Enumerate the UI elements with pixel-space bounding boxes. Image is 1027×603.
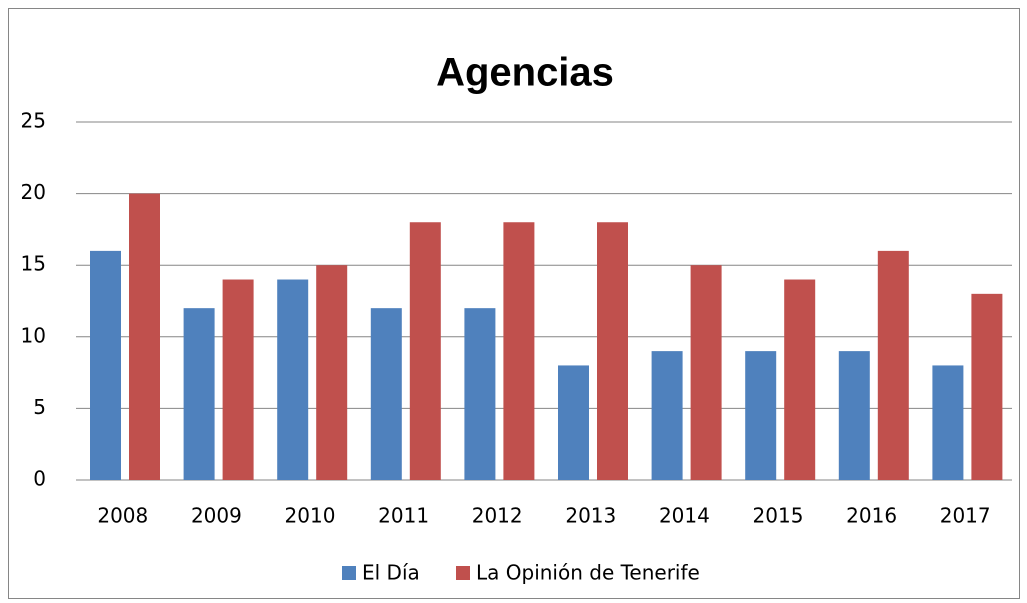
bar (464, 308, 496, 480)
x-tick-label: 2013 (565, 504, 616, 528)
x-tick-label: 2015 (753, 504, 804, 528)
legend-label: El Día (362, 561, 420, 585)
bar (838, 351, 870, 480)
bar (558, 365, 589, 480)
bar (222, 279, 254, 480)
y-tick-label: 10 (21, 323, 46, 347)
bar (183, 308, 215, 480)
bar (932, 365, 964, 480)
bar (971, 293, 1003, 480)
chart-title: Agencias (436, 51, 614, 95)
y-tick-label: 25 (21, 109, 46, 133)
x-tick-label: 2009 (191, 504, 242, 528)
bar (370, 308, 402, 480)
bar (690, 265, 722, 480)
x-tick-label: 2011 (378, 504, 429, 528)
bar (651, 351, 683, 480)
legend-swatch (342, 566, 356, 580)
bar (277, 279, 309, 480)
x-tick-label: 2016 (846, 504, 897, 528)
bar (90, 250, 121, 480)
y-tick-label: 0 (33, 467, 46, 491)
bar (129, 193, 160, 480)
legend-swatch (456, 566, 470, 580)
legend-label: La Opinión de Tenerife (476, 561, 700, 585)
x-tick-label: 2017 (940, 504, 991, 528)
y-tick-label: 20 (21, 180, 46, 204)
bar (316, 265, 348, 480)
y-tick-label: 5 (33, 395, 46, 419)
bar (503, 222, 535, 481)
x-tick-label: 2012 (472, 504, 523, 528)
y-tick-label: 15 (21, 252, 46, 276)
bar (597, 222, 628, 481)
x-tick-label: 2010 (285, 504, 336, 528)
bar (409, 222, 441, 481)
bar (784, 279, 816, 480)
x-tick-label: 2008 (97, 504, 148, 528)
bar (877, 250, 909, 480)
bar (745, 351, 777, 480)
x-tick-label: 2014 (659, 504, 710, 528)
